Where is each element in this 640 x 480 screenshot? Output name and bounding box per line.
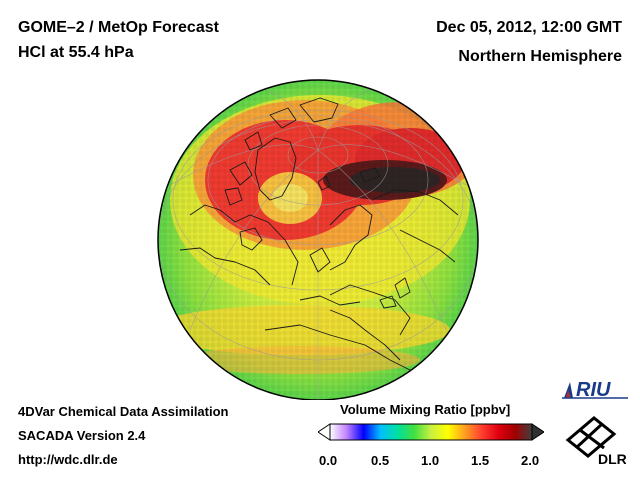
hemisphere-label: Northern Hemisphere — [458, 48, 622, 65]
riu-logo-text: RIU — [576, 379, 611, 401]
colorbar-tick-2: 1.0 — [421, 453, 440, 468]
dlr-logo: DLR — [565, 416, 626, 466]
colorbar-title: Volume Mixing Ratio [ppbv] — [340, 402, 511, 417]
colorbar-arrow-left — [318, 423, 331, 441]
colorbar-tick-1: 0.5 — [371, 453, 390, 468]
assimilation-label: 4DVar Chemical Data Assimilation — [18, 404, 229, 419]
dlr-logo-text: DLR — [598, 451, 626, 466]
colorbar — [318, 423, 544, 441]
colorbar-arrow-right — [531, 423, 544, 441]
version-label: SACADA Version 2.4 — [18, 428, 146, 443]
colorbar-tick-0: 0.0 — [319, 453, 338, 468]
globe-map — [157, 79, 479, 400]
colorbar-tick-4: 2.0 — [521, 453, 540, 468]
title-line2: HCl at 55.4 hPa — [18, 44, 134, 61]
website-link[interactable]: http://wdc.dlr.de — [18, 452, 118, 467]
colorbar-tick-3: 1.5 — [471, 453, 490, 468]
title-line1: GOME–2 / MetOp Forecast — [18, 19, 219, 36]
colorbar-bar — [329, 423, 533, 441]
riu-logo: RIU — [562, 379, 628, 401]
date-label: Dec 05, 2012, 12:00 GMT — [436, 19, 622, 36]
